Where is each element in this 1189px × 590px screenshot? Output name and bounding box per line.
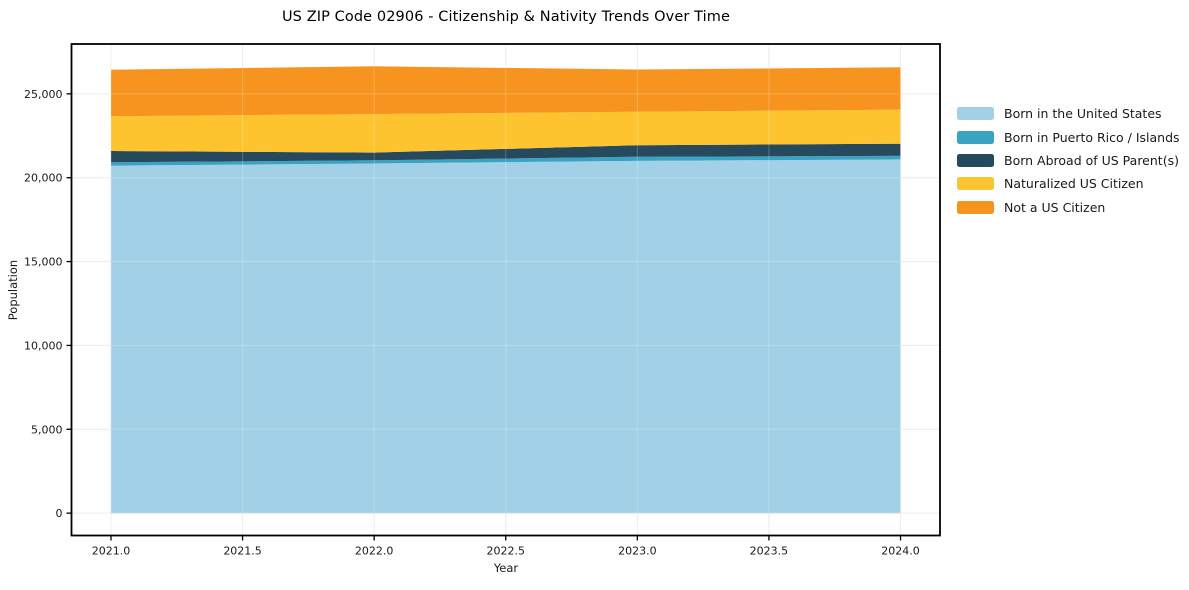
legend-label: Born in the United States [1004,106,1162,122]
x-axis-label: Year [493,561,519,575]
legend-item-not-a-us-citizen: Not a US Citizen [957,196,1180,219]
stacked-areas [111,66,901,514]
legend-label: Not a US Citizen [1004,199,1106,215]
gridlines-over [71,44,940,536]
x-tick-label: 2022.0 [355,545,394,558]
area-naturalized-us-citizen [111,109,901,153]
legend-swatch-icon [957,130,994,144]
area-not-a-us-citizen [111,66,901,117]
legend-item-born-in-the-united-states: Born in the United States [957,102,1180,125]
x-tick-label: 2021.5 [223,545,262,558]
axis-ticks: 2021.0 2021.5 2022.0 2022.5 2023.0 2023.5 2024… [24,88,920,558]
area-born-in-the-united-states [111,159,901,514]
legend-label: Born Abroad of US Parent(s) [1004,152,1179,168]
y-tick-label: 15,000 [24,256,63,269]
legend-label: Naturalized US Citizen [1004,176,1144,192]
y-tick-label: 10,000 [24,339,63,352]
y-tick-label: 0 [56,507,63,520]
y-tick-label: 20,000 [24,172,63,185]
legend-swatch-icon [957,177,994,191]
x-tick-label: 2023.0 [618,545,657,558]
legend-item-born-abroad-of-us-parent-s: Born Abroad of US Parent(s) [957,149,1180,172]
legend-swatch-icon [957,153,994,167]
y-tick-label: 5,000 [31,423,63,436]
x-tick-label: 2021.0 [92,545,131,558]
legend: Born in the United States Born in Puerto … [957,102,1180,219]
x-tick-label: 2022.5 [487,545,526,558]
legend-swatch-icon [957,107,994,121]
x-tick-label: 2023.5 [750,545,789,558]
y-axis-label: Population [6,259,20,321]
x-tick-label: 2024.0 [881,545,920,558]
y-tick-label: 25,000 [24,88,63,101]
area-born-abroad-of-us-parent-s [111,143,901,163]
legend-item-born-in-puerto-rico-islands: Born in Puerto Rico / Islands [957,125,1180,148]
legend-swatch-icon [957,200,994,214]
legend-item-naturalized-us-citizen: Naturalized US Citizen [957,172,1180,195]
area-born-in-puerto-rico-islands [111,155,901,166]
chart-title: US ZIP Code 02906 - Citizenship & Nativi… [281,9,731,25]
legend-label: Born in Puerto Rico / Islands [1004,129,1180,145]
